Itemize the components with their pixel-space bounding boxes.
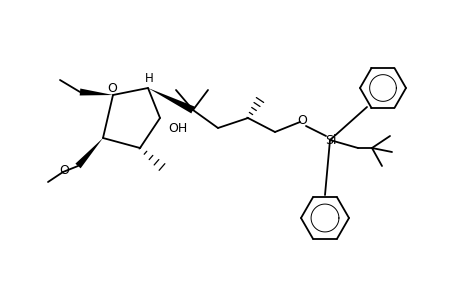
Polygon shape (75, 138, 103, 168)
Polygon shape (79, 88, 113, 95)
Text: OH: OH (168, 122, 187, 134)
Text: H: H (144, 71, 153, 85)
Text: O: O (297, 113, 306, 127)
Text: O: O (59, 164, 69, 178)
Polygon shape (148, 88, 194, 113)
Text: Si: Si (325, 134, 336, 148)
Text: O: O (107, 82, 117, 94)
